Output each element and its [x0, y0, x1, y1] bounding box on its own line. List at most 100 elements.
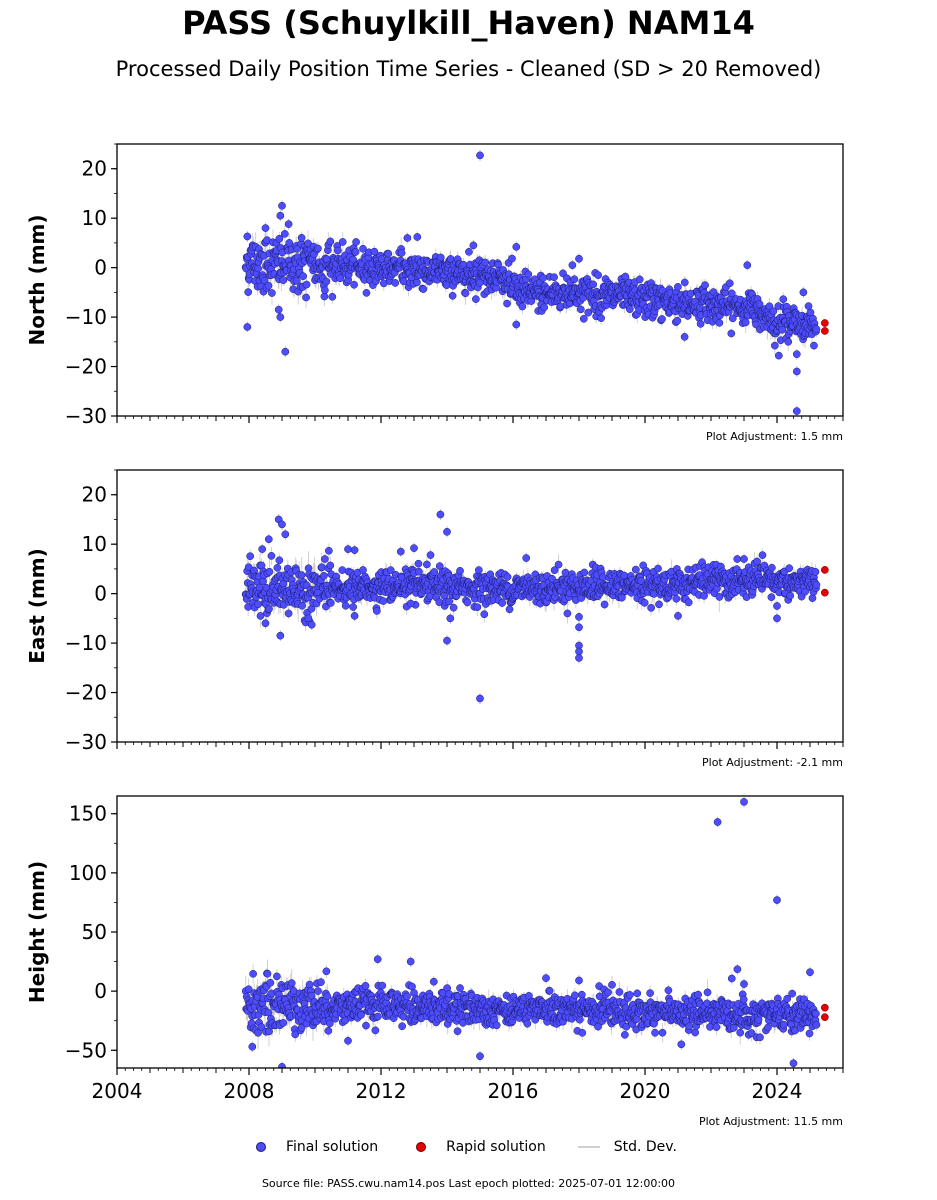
final-point	[672, 594, 681, 603]
final-point	[275, 234, 284, 243]
final-point	[326, 237, 335, 246]
final-point	[326, 561, 335, 570]
final-point	[539, 274, 548, 282]
final-point	[384, 249, 393, 258]
final-point	[445, 597, 453, 606]
final-point	[243, 323, 252, 331]
final-point	[268, 289, 276, 297]
y-tick-label: −30	[65, 730, 107, 754]
final-point	[540, 303, 549, 312]
final-point	[278, 201, 286, 210]
final-point	[784, 337, 793, 346]
final-point	[594, 271, 602, 280]
final-point	[338, 238, 347, 246]
final-point	[264, 535, 273, 544]
final-point	[812, 581, 821, 589]
final-point	[637, 576, 646, 585]
final-point	[397, 249, 406, 257]
final-point	[276, 211, 285, 220]
y-tick-label: 0	[94, 582, 107, 606]
final-point	[326, 599, 335, 607]
final-point	[304, 614, 313, 623]
final-point	[321, 555, 329, 563]
final-point	[469, 241, 478, 250]
final-point	[696, 320, 705, 328]
final-point	[244, 288, 253, 296]
final-point	[436, 510, 445, 519]
final-point	[701, 281, 709, 289]
final-point	[448, 291, 457, 300]
final-point	[741, 318, 750, 327]
final-point	[654, 564, 662, 573]
final-point	[728, 314, 737, 323]
final-point	[792, 350, 801, 359]
final-point	[456, 566, 464, 575]
final-point	[812, 325, 821, 334]
final-point	[285, 239, 294, 247]
final-point	[276, 313, 285, 321]
final-point	[359, 566, 367, 574]
final-point	[274, 305, 283, 314]
final-point	[293, 245, 302, 253]
final-point	[351, 248, 360, 256]
final-point	[325, 546, 333, 555]
final-point	[259, 577, 267, 586]
final-point	[320, 572, 328, 580]
final-point	[785, 564, 794, 573]
final-point	[399, 277, 408, 286]
final-point	[328, 292, 337, 301]
final-point	[273, 563, 282, 572]
y-tick-label: −30	[65, 404, 107, 428]
final-point	[600, 600, 609, 609]
final-point	[473, 603, 482, 612]
final-point	[811, 567, 820, 576]
final-point	[625, 305, 634, 314]
y-tick-label: −20	[65, 681, 107, 705]
final-point	[461, 289, 470, 298]
final-point	[673, 316, 682, 325]
final-point	[419, 285, 428, 293]
final-point	[550, 566, 559, 575]
final-point	[446, 614, 455, 623]
final-point	[618, 593, 626, 602]
final-point	[403, 234, 412, 242]
final-point	[792, 407, 801, 415]
final-point	[396, 547, 405, 556]
final-point	[768, 563, 776, 572]
final-point	[350, 612, 359, 620]
final-point	[298, 601, 306, 610]
final-point	[279, 276, 288, 284]
final-point	[575, 613, 583, 621]
final-point	[472, 295, 480, 303]
final-point	[576, 305, 585, 314]
final-point	[635, 275, 644, 284]
final-point	[413, 233, 422, 241]
final-point	[265, 567, 274, 576]
final-point	[680, 333, 689, 341]
final-point	[767, 593, 776, 602]
final-point	[810, 341, 818, 350]
final-point	[267, 552, 276, 560]
final-point	[352, 238, 360, 246]
final-point	[243, 232, 252, 241]
final-point	[302, 293, 310, 302]
final-point	[284, 609, 293, 618]
final-point	[561, 568, 570, 577]
final-point	[554, 560, 563, 569]
final-point	[575, 254, 583, 263]
final-point	[575, 623, 583, 632]
final-point	[362, 289, 371, 297]
final-point	[753, 557, 761, 566]
panel-1: −30 −20 −10 0 10 20 North (mm) Plot Adjustment:…	[25, 143, 844, 443]
final-point	[631, 565, 640, 574]
final-point	[765, 302, 774, 311]
final-point	[786, 591, 795, 600]
final-point	[350, 280, 358, 289]
final-point	[436, 253, 445, 262]
final-point	[307, 620, 316, 629]
final-point	[684, 598, 693, 607]
final-point	[474, 566, 483, 574]
final-point	[792, 367, 801, 376]
chart-title: PASS (Schuylkill_Haven) NAM14	[182, 4, 755, 42]
